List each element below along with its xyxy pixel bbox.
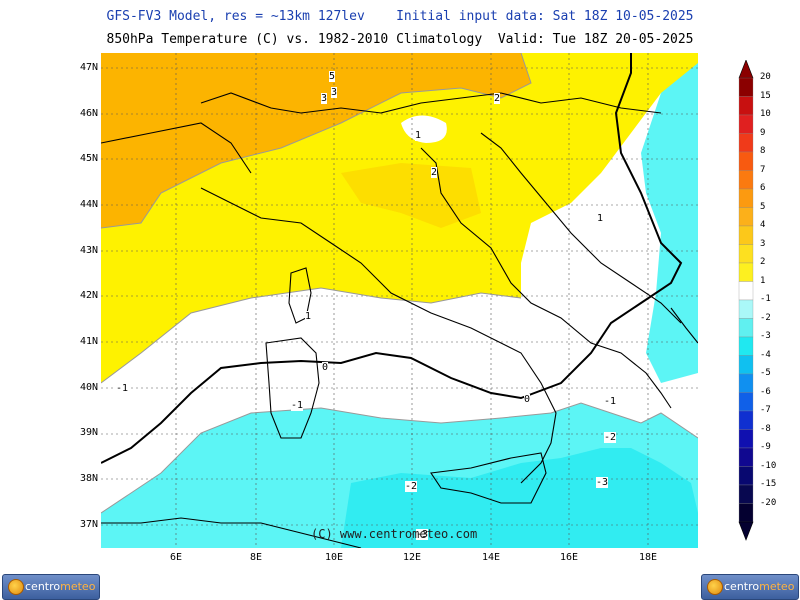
lat-label: 37N (79, 519, 98, 530)
colorbar-tick-label: -6 (760, 386, 771, 397)
colorbar-band (738, 207, 754, 227)
contour-label: -3 (596, 477, 609, 488)
contour-label: 3 (321, 93, 328, 104)
colorbar-tick-label: 7 (760, 164, 766, 175)
colorbar-tick-label: -15 (760, 479, 777, 489)
colorbar-band (738, 151, 754, 171)
colorbar-band (738, 447, 754, 467)
colorbar-band (738, 484, 754, 504)
contour-label: -2 (604, 432, 617, 443)
colorbar-tick-label: 1 (760, 275, 766, 286)
colorbar-band (738, 170, 754, 190)
colorbar-tick-label: -1 (760, 294, 771, 304)
model-title: GFS-FV3 Model, res = ~13km 127lev Initia… (106, 9, 694, 24)
colorbar-tick-label: -4 (760, 349, 771, 360)
logo-text: centrometeo (724, 580, 795, 593)
contour-label: 2 (431, 167, 438, 178)
colorbar-band (738, 336, 754, 356)
lon-label: 10E (324, 552, 344, 563)
lat-label: 42N (79, 290, 98, 301)
contour-label: -2 (405, 481, 418, 492)
colorbar-tick-label: 6 (760, 183, 766, 193)
contour-label: -1 (604, 396, 617, 407)
lat-label: 47N (79, 62, 98, 73)
lat-label: 38N (79, 473, 98, 484)
colorbar-band (738, 77, 754, 97)
colorbar-tick-label: 9 (760, 127, 766, 138)
copyright-notice: (C) www.centrometeo.com (311, 527, 478, 541)
lon-label: 18E (638, 552, 658, 563)
colorbar-tick-label: -9 (760, 442, 771, 452)
colorbar-tick-label: 20 (760, 72, 771, 82)
centrometeo-logo-right[interactable]: centrometeo (701, 574, 799, 600)
contour-label: -1 (116, 383, 129, 394)
colorbar-band (738, 281, 754, 301)
colorbar-band (738, 392, 754, 412)
colorbar-tick-label: 10 (760, 109, 771, 119)
temperature-colorbar (738, 60, 754, 541)
temperature-map (101, 53, 698, 548)
lat-label: 39N (79, 427, 98, 438)
colorbar-band (738, 299, 754, 319)
contour-label: 1 (305, 311, 312, 322)
contour-label: 0 (524, 394, 531, 405)
colorbar-band (738, 373, 754, 393)
contour-label: -3 (416, 529, 429, 540)
colorbar-band (738, 188, 754, 208)
contour-label: 1 (415, 130, 422, 141)
colorbar-band (738, 133, 754, 153)
colorbar-band (738, 503, 754, 523)
logo-text: centrometeo (25, 580, 96, 593)
contour-label: 5 (329, 71, 336, 82)
colorbar-band (738, 225, 754, 245)
colorbar-tick-label: -3 (760, 331, 771, 341)
colorbar-top-arrow (738, 60, 754, 79)
colorbar-band (738, 244, 754, 264)
lat-label: 40N (79, 382, 98, 393)
lat-label: 43N (79, 245, 98, 256)
colorbar-tick-label: -8 (760, 423, 771, 434)
colorbar-tick-label: -7 (760, 405, 771, 415)
colorbar-tick-label: 2 (760, 257, 766, 267)
lon-label: 6E (169, 552, 183, 563)
colorbar-band (738, 355, 754, 375)
colorbar-tick-label: 3 (760, 238, 766, 249)
contour-label: -1 (291, 400, 304, 411)
lat-label: 46N (79, 108, 98, 119)
colorbar-band (738, 429, 754, 449)
sun-globe-icon (8, 579, 24, 595)
contour-label: 1 (597, 213, 604, 224)
colorbar-band (738, 466, 754, 486)
colorbar-tick-label: -2 (760, 312, 771, 323)
colorbar-tick-label: 15 (760, 90, 771, 101)
contour-label: 3 (331, 87, 338, 98)
lon-label: 14E (481, 552, 501, 563)
colorbar-tick-label: -20 (760, 497, 777, 508)
lon-label: 12E (402, 552, 422, 563)
colorbar-band (738, 114, 754, 134)
lon-label: 8E (249, 552, 263, 563)
colorbar-tick-label: 4 (760, 220, 766, 230)
colorbar-tick-label: -10 (760, 460, 777, 471)
colorbar-band (738, 262, 754, 282)
lat-label: 44N (79, 199, 98, 210)
contour-label: 0 (322, 362, 329, 373)
colorbar-band (738, 318, 754, 338)
colorbar-tick-label: -5 (760, 368, 771, 378)
centrometeo-logo-left[interactable]: centrometeo (2, 574, 100, 600)
lon-label: 16E (559, 552, 579, 563)
colorbar-band (738, 410, 754, 430)
lat-label: 45N (79, 153, 98, 164)
colorbar-bottom-arrow (738, 521, 754, 541)
colorbar-tick-label: 5 (760, 201, 766, 212)
colorbar-tick-label: 8 (760, 146, 766, 156)
lat-label: 41N (79, 336, 98, 347)
sun-globe-icon (707, 579, 723, 595)
map-subtitle: 850hPa Temperature (C) vs. 1982-2010 Cli… (106, 32, 694, 47)
contour-label: 2 (494, 93, 501, 104)
colorbar-band (738, 96, 754, 116)
